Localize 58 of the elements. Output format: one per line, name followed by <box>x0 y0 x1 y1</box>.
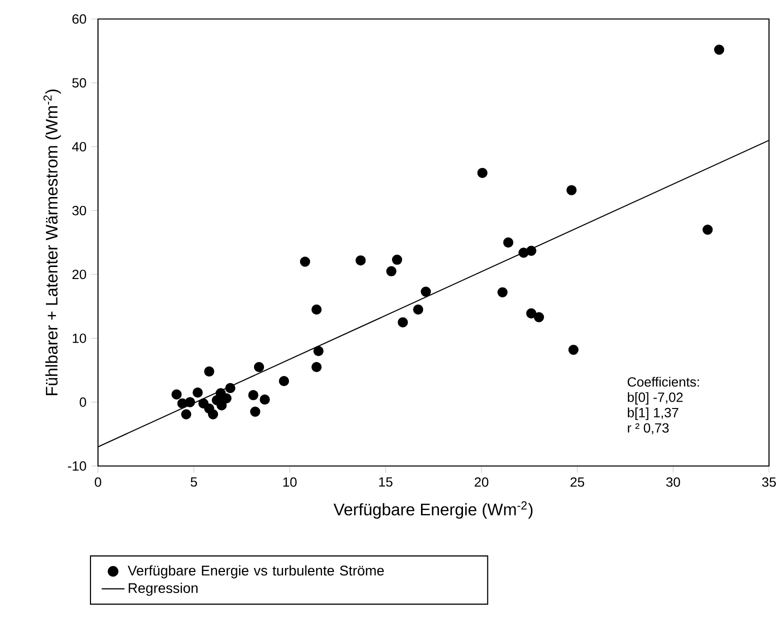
point <box>221 393 232 404</box>
point <box>225 383 236 394</box>
x-tick-label: 20 <box>474 477 488 487</box>
x-tick-label: 0 <box>94 477 102 487</box>
point <box>192 387 203 398</box>
annotation: b[0] -7,02 <box>628 392 683 405</box>
point <box>568 344 579 355</box>
x-tick-label: 35 <box>762 477 776 487</box>
x-axis-title: Verfügbare Energie (Wm$^{-2}$) <box>334 501 532 519</box>
point <box>392 254 402 265</box>
x-tick-label: 5 <box>190 477 198 487</box>
annotation: Coefficients: <box>628 376 699 387</box>
y-tick-label: 30 <box>72 206 86 216</box>
point <box>204 366 214 377</box>
point <box>181 409 192 420</box>
point <box>250 406 260 417</box>
point <box>477 168 488 178</box>
point <box>311 304 322 315</box>
y-tick-label: 10 <box>72 334 86 343</box>
legend-label: Regression <box>128 582 198 596</box>
point <box>300 256 310 267</box>
annotation: r ² 0,73 <box>628 423 669 434</box>
legend-label: Verfügbare Energie vs turbulente Ströme <box>128 565 384 578</box>
x-tick-label: 30 <box>666 477 680 487</box>
point <box>534 312 544 322</box>
y-tick-label: 40 <box>72 142 86 152</box>
x-tick-label: 10 <box>283 477 297 487</box>
point <box>526 246 536 256</box>
point <box>212 395 222 406</box>
point <box>503 237 514 248</box>
point <box>278 376 290 386</box>
point <box>386 266 396 276</box>
point <box>204 403 214 414</box>
point <box>172 389 182 400</box>
point <box>497 287 508 298</box>
point <box>248 390 258 400</box>
point <box>702 224 713 235</box>
y-tick-label: 50 <box>72 78 86 88</box>
x-tick-label: 15 <box>379 477 392 487</box>
point <box>413 304 424 315</box>
point <box>714 44 724 55</box>
point <box>313 346 324 356</box>
point <box>184 397 196 408</box>
point <box>356 255 366 266</box>
point <box>420 286 431 297</box>
point <box>566 185 577 196</box>
point <box>526 308 536 318</box>
y-tick-label: -10 <box>68 461 86 471</box>
point <box>398 317 408 328</box>
x-tick-label: 25 <box>570 477 584 487</box>
y-tick-label: 0 <box>80 397 86 407</box>
point <box>311 362 322 372</box>
y-tick-label: 20 <box>72 270 86 280</box>
annotation: b[1] 1,37 <box>628 408 678 420</box>
point <box>260 394 270 405</box>
y-tick-label: 60 <box>72 14 86 24</box>
point <box>254 362 264 372</box>
y-axis-title: Fühlbarer + Latenter Wärmestrom (Wm$^{-2}$) <box>43 90 61 396</box>
